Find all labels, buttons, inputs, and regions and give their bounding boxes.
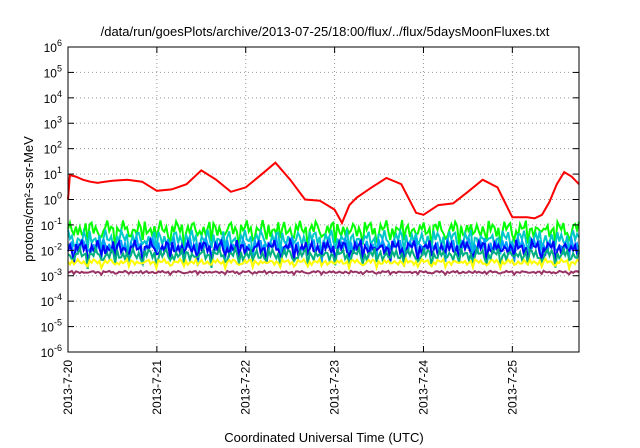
y-tick-label: 101: [44, 165, 62, 182]
x-tick-label: 2013-7-25: [505, 360, 519, 415]
y-tick-label: 10-2: [41, 241, 62, 258]
y-tick-label: 10-4: [41, 292, 62, 309]
chart-title: /data/run/goesPlots/archive/2013-07-25/1…: [101, 24, 550, 39]
series: [67, 161, 580, 226]
y-tick-label: 104: [44, 89, 62, 106]
series-line: [67, 161, 580, 226]
series-line: [67, 256, 580, 273]
x-ticks: 2013-7-20 2013-7-21 2013-7-22 2013-7-23 2013…: [61, 47, 519, 415]
y-tick-label: 100: [44, 191, 62, 208]
x-axis-label: Coordinated Universal Time (UTC): [224, 430, 423, 445]
y-tick-label: 10-5: [41, 318, 62, 335]
series-line: [67, 236, 580, 266]
x-tick-label: 2013-7-20: [61, 360, 75, 415]
x-tick-label: 2013-7-24: [416, 360, 430, 415]
y-tick-label: 10-3: [41, 267, 62, 284]
y-tick-label: 102: [44, 140, 62, 157]
y-tick-label: 106: [44, 38, 62, 55]
series-line: [67, 269, 580, 277]
y-axis-label: protons/cm²-s-sr-MeV: [21, 136, 36, 262]
x-tick-label: 2013-7-21: [150, 360, 164, 415]
y-tick-label: 10-1: [41, 216, 62, 233]
y-ticks: 10-6 10-5 10-4 10-3 10-2 10-1 100 101 102 103 104 1…: [41, 38, 579, 360]
grid: [68, 47, 579, 352]
x-tick-label: 2013-7-23: [328, 360, 342, 415]
y-tick-label: 103: [44, 114, 62, 131]
y-tick-label: 105: [44, 63, 62, 80]
y-tick-label: 10-6: [41, 343, 62, 360]
bands: [67, 218, 580, 277]
x-tick-label: 2013-7-22: [239, 360, 253, 415]
series-line: [67, 244, 580, 270]
